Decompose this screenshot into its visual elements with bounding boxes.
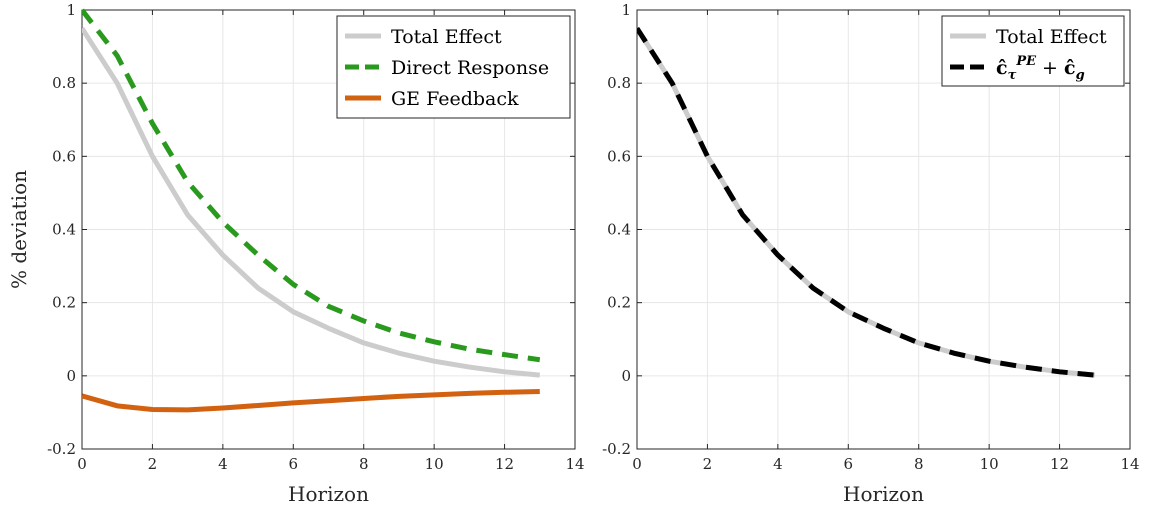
y-tick-label: 0.8 — [52, 74, 76, 92]
x-tick-label: 4 — [773, 455, 783, 473]
x-axis-label: Horizon — [843, 482, 924, 506]
x-tick-label: 14 — [565, 455, 584, 473]
legend: Total Effect Direct Response GE Feedback — [336, 15, 571, 119]
y-tick-label: 0.8 — [607, 74, 631, 92]
legend-label: Total Effect — [391, 26, 502, 48]
x-axis-label: Horizon — [288, 482, 369, 506]
x-tick-label: 4 — [218, 455, 228, 473]
y-tick-label: 0.2 — [52, 294, 76, 312]
legend-label: GE Feedback — [391, 88, 519, 110]
y-tick-label: 0 — [66, 367, 76, 385]
y-tick-label: 1 — [66, 1, 76, 19]
y-tick-label: -0.2 — [602, 440, 631, 458]
y-tick-label: 0.2 — [607, 294, 631, 312]
legend-label: ĉτPE + ĉg — [996, 54, 1085, 83]
series-line-1 — [82, 26, 541, 378]
y-tick-label: 0.6 — [52, 147, 76, 165]
x-tick-label: 0 — [77, 455, 87, 473]
y-tick-label: 0.4 — [52, 221, 76, 239]
x-tick-label: 0 — [632, 455, 642, 473]
x-tick-label: 12 — [1050, 455, 1069, 473]
series-line-2 — [637, 26, 1096, 378]
series-line-2 — [82, 8, 541, 363]
y-tick-label: 1 — [621, 1, 631, 19]
x-tick-label: 6 — [289, 455, 299, 473]
y-tick-label: -0.2 — [47, 440, 76, 458]
y-tick-label: 0 — [621, 367, 631, 385]
x-tick-label: 10 — [980, 455, 999, 473]
x-tick-label: 14 — [1120, 455, 1139, 473]
x-tick-label: 2 — [148, 455, 158, 473]
chart-panel-2: 0 2 4 6 8 10 12 14-0.200.20.40.60.81HorizonTota… — [602, 1, 1139, 506]
legend-label: Total Effect — [996, 26, 1107, 48]
x-tick-label: 8 — [914, 455, 924, 473]
x-tick-label: 2 — [703, 455, 713, 473]
legend-box — [941, 15, 1125, 87]
x-tick-label: 10 — [425, 455, 444, 473]
y-axis-label: % deviation — [7, 170, 31, 289]
x-tick-label: 8 — [359, 455, 369, 473]
legend-label: Direct Response — [391, 57, 549, 79]
x-tick-label: 6 — [844, 455, 854, 473]
legend: Total Effect ĉτPE + ĉg — [941, 15, 1125, 87]
y-tick-label: 0.4 — [607, 221, 631, 239]
x-tick-label: 12 — [495, 455, 514, 473]
y-tick-label: 0.6 — [607, 147, 631, 165]
series-line-3 — [82, 389, 540, 413]
